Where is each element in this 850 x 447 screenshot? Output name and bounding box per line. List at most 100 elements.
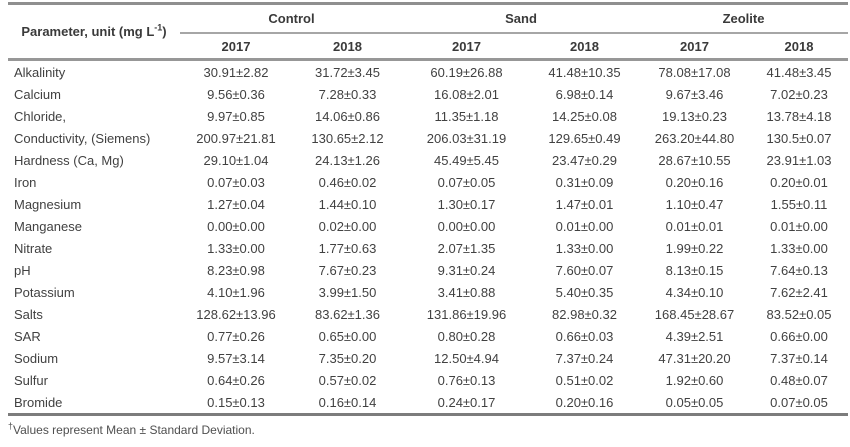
- group-header-row: Parameter, unit (mg L-1) Control Sand Ze…: [8, 3, 849, 61]
- parameter-name: Calcium: [14, 86, 61, 102]
- table-row: Calcium 9.56±0.36 7.28±0.33 16.08±2.01 6.98±…: [8, 83, 848, 105]
- parameter-name: Bromide: [14, 394, 63, 410]
- value-cell: 9.97±0.85: [207, 108, 265, 124]
- parameters-table: Parameter, unit (mg L-1) Control Sand Ze…: [8, 2, 849, 416]
- value-cell: 0.16±0.14: [318, 394, 377, 410]
- table-row: Nitrate 1.33±0.00 1.77±0.63 2.07±1.35 1.33±0…: [8, 237, 848, 259]
- value-cell: 14.25±0.08: [552, 108, 617, 124]
- value-cell: 9.67±3.46: [665, 86, 724, 102]
- value-cell: 1.44±0.10: [318, 196, 377, 212]
- parameter-header-superscript: -1: [154, 22, 163, 33]
- table-row: Chloride, 9.97±0.85 14.06±0.86 11.35±1.18 14…: [8, 105, 848, 127]
- table-row: Conductivity, (Siemens) 200.97±21.81 130.6…: [8, 127, 848, 149]
- value-cell: 7.37±0.24: [555, 350, 614, 366]
- value-cell: 0.51±0.02: [555, 372, 614, 388]
- column-group-sand: Sand: [403, 3, 640, 34]
- footnote-text: Values represent Mean ± Standard Deviati…: [13, 423, 255, 437]
- column-header-sand-2018: 2018: [530, 33, 640, 61]
- value-cell: 0.00±0.00: [207, 218, 265, 234]
- column-header-zeolite-2018: 2018: [750, 33, 849, 61]
- parameter-name: SAR: [14, 328, 41, 344]
- value-cell: 45.49±5.45: [434, 152, 499, 168]
- table-row: SAR 0.77±0.26 0.65±0.00 0.80±0.28 0.66±0.03 4…: [8, 325, 848, 347]
- value-cell: 0.77±0.26: [207, 328, 265, 344]
- value-cell: 83.52±0.05: [766, 306, 832, 322]
- value-cell: 82.98±0.32: [552, 306, 617, 322]
- parameter-name: Conductivity, (Siemens): [14, 130, 151, 146]
- value-cell: 3.41±0.88: [437, 284, 496, 300]
- value-cell: 0.31±0.09: [555, 174, 614, 190]
- value-cell: 0.80±0.28: [437, 328, 496, 344]
- table-row: pH 8.23±0.98 7.67±0.23 9.31±0.24 7.60±0.07 8.…: [8, 259, 848, 281]
- value-cell: 0.01±0.00: [555, 218, 614, 234]
- value-cell: 0.01±0.01: [665, 218, 724, 234]
- value-cell: 7.60±0.07: [555, 262, 614, 278]
- parameter-name: Manganese: [14, 218, 82, 234]
- value-cell: 13.78±4.18: [766, 108, 832, 124]
- value-cell: 78.08±17.08: [658, 64, 731, 80]
- column-header-control-2017: 2017: [180, 33, 292, 61]
- footnote-dagger: †: [8, 421, 14, 431]
- table-row: Manganese 0.00±0.00 0.02±0.00 0.00±0.00 0.01…: [8, 215, 848, 237]
- value-cell: 1.33±0.00: [207, 240, 265, 256]
- value-cell: 2.07±1.35: [437, 240, 496, 256]
- value-cell: 0.20±0.01: [770, 174, 828, 190]
- column-header-sand-2017: 2017: [403, 33, 530, 61]
- parameter-name: Hardness (Ca, Mg): [14, 152, 124, 168]
- value-cell: 14.06±0.86: [315, 108, 380, 124]
- value-cell: 8.13±0.15: [665, 262, 724, 278]
- value-cell: 29.10±1.04: [203, 152, 269, 168]
- table-row: Bromide 0.15±0.13 0.16±0.14 0.24±0.17 0.20±0…: [8, 391, 848, 415]
- value-cell: 6.98±0.14: [555, 86, 614, 102]
- value-cell: 130.5±0.07: [766, 130, 832, 146]
- value-cell: 0.15±0.13: [207, 394, 265, 410]
- value-cell: 1.92±0.60: [665, 372, 724, 388]
- table-row: Iron 0.07±0.03 0.46±0.02 0.07±0.05 0.31±0.09…: [8, 171, 848, 193]
- column-group-control: Control: [180, 3, 403, 34]
- value-cell: 7.35±0.20: [318, 350, 377, 366]
- parameter-name: Salts: [14, 306, 43, 322]
- table-row: Alkalinity 30.91±2.82 31.72±3.45 60.19±26.8…: [8, 60, 848, 84]
- value-cell: 0.07±0.05: [770, 394, 828, 410]
- value-cell: 0.05±0.05: [665, 394, 724, 410]
- value-cell: 4.39±2.51: [665, 328, 724, 344]
- value-cell: 7.37±0.14: [770, 350, 828, 366]
- value-cell: 129.65±0.49: [548, 130, 621, 146]
- table-row: Hardness (Ca, Mg) 29.10±1.04 24.13±1.26 45.…: [8, 149, 848, 171]
- column-header-control-2018: 2018: [292, 33, 403, 61]
- table-footnote: †Values represent Mean ± Standard Deviat…: [8, 421, 850, 438]
- value-cell: 30.91±2.82: [203, 64, 269, 80]
- value-cell: 1.55±0.11: [770, 196, 828, 212]
- value-cell: 0.66±0.00: [770, 328, 828, 344]
- value-cell: 9.56±0.36: [207, 86, 265, 102]
- value-cell: 0.20±0.16: [555, 394, 614, 410]
- value-cell: 1.30±0.17: [437, 196, 496, 212]
- table-row: Sodium 9.57±3.14 7.35±0.20 12.50±4.94 7.37±0…: [8, 347, 848, 369]
- value-cell: 0.76±0.13: [437, 372, 496, 388]
- column-group-zeolite: Zeolite: [639, 3, 849, 34]
- value-cell: 23.91±1.03: [766, 152, 832, 168]
- parameter-name: Sulfur: [14, 372, 48, 388]
- value-cell: 4.10±1.96: [207, 284, 265, 300]
- value-cell: 131.86±19.96: [426, 306, 507, 322]
- value-cell: 11.35±1.18: [434, 108, 499, 124]
- table-row: Sulfur 0.64±0.26 0.57±0.02 0.76±0.13 0.51±0.…: [8, 369, 848, 391]
- value-cell: 9.57±3.14: [207, 350, 265, 366]
- year-header-row: 2017 2018 2017 2018 2017 2018: [8, 33, 849, 61]
- value-cell: 1.33±0.00: [770, 240, 828, 256]
- value-cell: 0.66±0.03: [555, 328, 614, 344]
- value-cell: 200.97±21.81: [196, 130, 276, 146]
- parameter-name: Sodium: [14, 350, 59, 366]
- column-header-zeolite-2017: 2017: [639, 33, 751, 61]
- value-cell: 168.45±28.67: [654, 306, 735, 322]
- table-body: Alkalinity 30.91±2.82 31.72±3.45 60.19±26.8…: [8, 60, 848, 415]
- parameter-name: Nitrate: [14, 240, 53, 256]
- value-cell: 60.19±26.88: [430, 64, 503, 80]
- value-cell: 0.02±0.00: [318, 218, 377, 234]
- value-cell: 83.62±1.36: [315, 306, 380, 322]
- value-cell: 206.03±31.19: [426, 130, 507, 146]
- value-cell: 7.67±0.23: [318, 262, 377, 278]
- value-cell: 263.20±44.80: [654, 130, 735, 146]
- value-cell: 0.46±0.02: [318, 174, 377, 190]
- value-cell: 8.23±0.98: [207, 262, 265, 278]
